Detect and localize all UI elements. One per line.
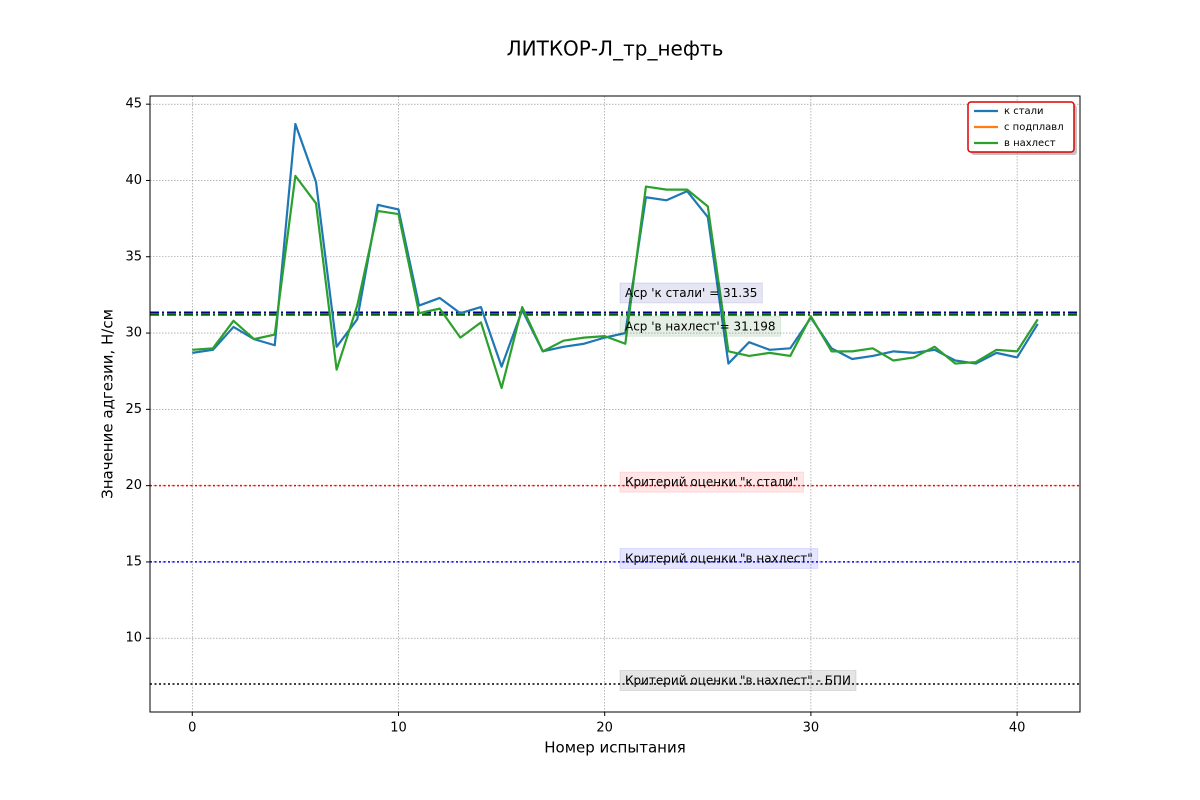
y-tick-label: 30 [125, 326, 142, 341]
annotation-label: Критерий оценки "к стали" [625, 475, 798, 489]
y-tick-label: 20 [125, 478, 142, 493]
annotation: Критерий оценки "к стали" [619, 471, 804, 493]
y-tick-label: 40 [125, 173, 142, 188]
annotation: Критерий оценки "в нахлест" [619, 547, 819, 569]
annotation-box [619, 315, 782, 337]
y-tick-label: 35 [125, 249, 142, 264]
annotation-box [619, 282, 763, 304]
plot-frame [149, 95, 1081, 713]
y-tick-label: 10 [125, 631, 142, 646]
legend-label: с подплавл [1004, 122, 1064, 133]
x-tick-label: 40 [1009, 721, 1026, 736]
annotation: Aср 'к стали' = 31.35 [619, 282, 763, 304]
annotation-box [619, 670, 857, 691]
x-axis-label: Номер испытания [544, 739, 685, 757]
x-tick-label: 20 [596, 721, 613, 736]
chart-title: ЛИТКОР-Л_тр_нефть [507, 37, 724, 61]
y-axis-label: Значение адгезии, Н/см [99, 309, 117, 499]
y-tick-label: 25 [125, 402, 142, 417]
data-line [192, 174, 1039, 390]
legend-label: в нахлест [1004, 138, 1056, 149]
annotation-box [619, 471, 804, 493]
x-tick-label: 0 [188, 721, 196, 736]
data-line [192, 122, 1039, 368]
annotation: Aср 'в нахлест'= 31.198 [619, 315, 782, 337]
y-tick-label: 15 [125, 554, 142, 569]
x-tick-label: 30 [803, 721, 820, 736]
annotation-label: Критерий оценки "в нахлест" [625, 551, 813, 565]
legend-label: к стали [1004, 106, 1044, 117]
annotation: Критерий оценки "в нахлест" - БПИ [619, 670, 857, 691]
annotation-label: Критерий оценки "в нахлест" - БПИ [625, 674, 851, 688]
x-tick-label: 10 [390, 721, 407, 736]
annotation-label: Aср 'к стали' = 31.35 [625, 286, 757, 300]
annotation-label: Aср 'в нахлест'= 31.198 [625, 319, 776, 333]
annotation-box [619, 547, 819, 569]
legend-box [967, 101, 1075, 153]
y-tick-label: 45 [125, 97, 142, 112]
